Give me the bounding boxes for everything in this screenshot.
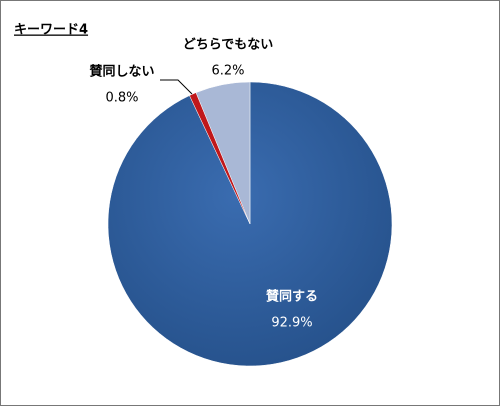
- slice-label: 賛同しない: [89, 64, 154, 80]
- value-label: 6.2%: [211, 64, 244, 79]
- pie-slice: [195, 81, 251, 225]
- value-label: 92.9%: [271, 316, 312, 331]
- chart-title: キーワード4: [14, 23, 88, 38]
- slice-label: どちらでもない: [183, 38, 274, 53]
- slice-label: 賛同する: [266, 289, 318, 305]
- leader-line: [160, 79, 193, 95]
- value-label: 0.8%: [105, 91, 138, 106]
